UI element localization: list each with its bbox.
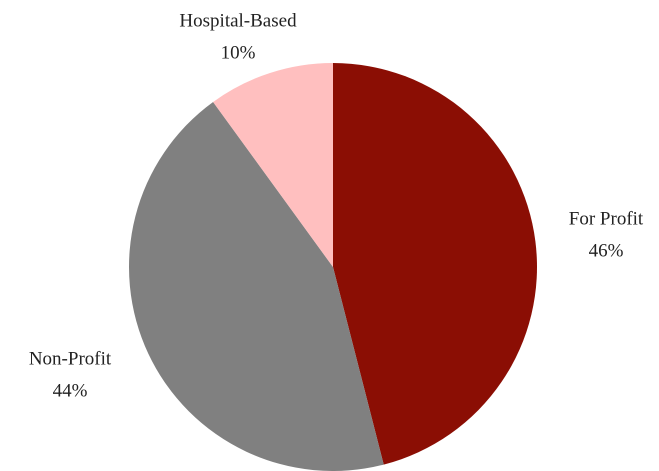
- slice-value-label: 46%: [589, 240, 624, 261]
- slice-value-label: 44%: [53, 380, 88, 401]
- slice-label: Hospital-Based: [179, 10, 297, 31]
- slice-label: Non-Profit: [29, 348, 112, 369]
- slice-value-label: 10%: [221, 42, 256, 63]
- pie-slice: [213, 63, 333, 267]
- slice-label: For Profit: [569, 208, 644, 229]
- pie-slice: [129, 101, 384, 471]
- pie-slice: [333, 63, 538, 465]
